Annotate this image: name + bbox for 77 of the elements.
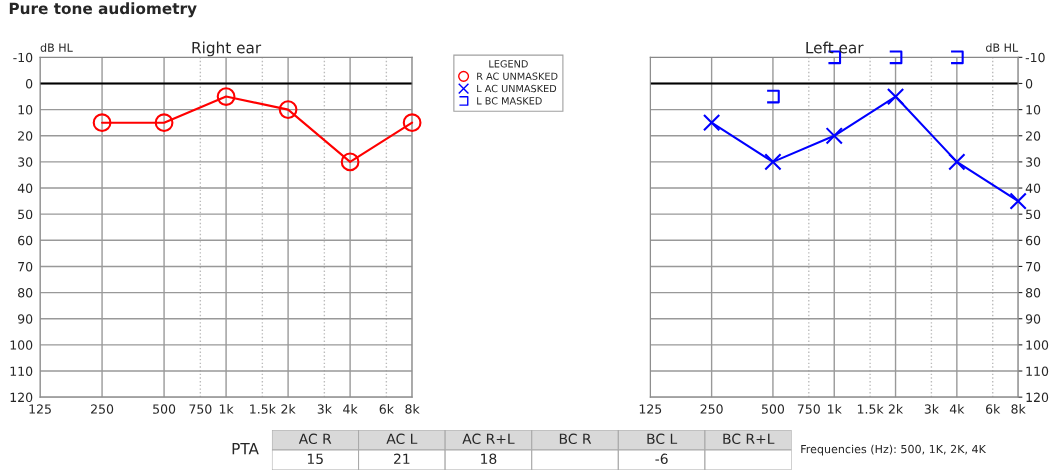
y-tick-label: 120 (1026, 392, 1049, 403)
point (278, 100, 298, 119)
y-tick-label: 80 (1025, 288, 1041, 298)
y-tick-label: 70 (18, 261, 33, 272)
x-tick-label: 3k (317, 404, 332, 414)
y-tick-label: 100 (10, 340, 33, 350)
y-tick-label: 60 (1025, 235, 1041, 246)
x-tick-label: 3k (924, 404, 939, 414)
point (402, 113, 422, 133)
y-tick-label: 80 (18, 288, 33, 298)
y-tick-label: 110 (1026, 366, 1049, 376)
x-tick-label: 6k (379, 404, 394, 414)
category-label: BC R+L (723, 433, 775, 445)
text: Frequencies (Hz): 500, 1K, 2K, 4K (801, 444, 987, 456)
data-label: 18 (481, 453, 497, 465)
y-tick-label: 100 (1026, 340, 1049, 350)
category-label: BC R (559, 433, 592, 445)
y-tick-label: 0 (1025, 78, 1033, 89)
point (216, 87, 236, 106)
x-tick-label: 6k (986, 404, 1001, 414)
data-label: 15 (307, 453, 323, 465)
y-tick-label: 30 (18, 157, 33, 167)
y-tick-label: 20 (1026, 131, 1041, 141)
legend-label: L BC MASKED (477, 97, 542, 105)
point (340, 152, 360, 172)
x-tick-label: 125 (29, 404, 51, 414)
x-tick-label: 2k (281, 404, 296, 414)
point (92, 113, 112, 133)
chart-title: Right ear (192, 41, 262, 57)
y-tick-label: 20 (18, 131, 33, 141)
category-label: BC L (647, 433, 678, 445)
y-tick-label: 90 (1025, 314, 1041, 324)
x-tick-label: 4k (343, 404, 358, 414)
y-tick-label: 60 (18, 235, 33, 246)
point (154, 113, 174, 133)
x-tick-label: 2k (888, 404, 904, 414)
x-tick-label: 750 (189, 404, 212, 414)
category-label: AC R+L (462, 433, 515, 445)
x-tick-label: 750 (797, 404, 820, 414)
legend-label: L AC UNMASKED (477, 84, 557, 93)
y-axis-title: dB HL (40, 43, 73, 52)
x-tick-label: 8k (1011, 404, 1026, 414)
x-tick-label: 1k (219, 404, 234, 414)
x-tick-label: 250 (91, 404, 114, 414)
y-tick-label: 70 (1026, 261, 1041, 272)
data-label: 21 (394, 453, 410, 464)
text: Pure tone audiometry (9, 2, 197, 18)
y-tick-label: 40 (17, 183, 33, 193)
legend-label: R AC UNMASKED (477, 72, 558, 80)
x-tick-label: 125 (639, 404, 662, 414)
y-tick-label: 110 (10, 366, 33, 376)
x-tick-label: 250 (700, 404, 723, 414)
x-tick-label: 4k (949, 404, 965, 414)
y-axis-title: dB HL (986, 43, 1019, 52)
x-tick-label: 1.5k (250, 404, 276, 414)
y-tick-label: 50 (18, 209, 33, 220)
category-label: AC R (298, 433, 332, 445)
data-label: -6 (655, 453, 668, 465)
x-tick-label: 500 (761, 404, 785, 414)
x-tick-label: 1.5k (857, 404, 884, 414)
y-tick-label: 30 (1026, 157, 1041, 167)
x-tick-label: 500 (153, 404, 176, 414)
x-tick-label: 1k (828, 404, 842, 414)
y-tick-label: -10 (13, 52, 33, 63)
y-tick-label: 40 (1025, 183, 1041, 193)
chart-title: Left ear (806, 41, 864, 54)
x-tick-label: 8k (405, 404, 420, 414)
y-tick-label: 50 (1026, 209, 1041, 220)
text: PTA (232, 443, 259, 455)
y-tick-label: 10 (18, 105, 33, 115)
y-tick-label: -10 (1025, 52, 1045, 63)
y-tick-label: 0 (25, 78, 33, 89)
category-label: AC L (386, 433, 418, 445)
y-tick-label: 90 (17, 314, 33, 324)
legend-title: LEGEND (489, 60, 528, 68)
y-tick-label: 10 (1026, 105, 1041, 115)
y-tick-label: 120 (10, 392, 33, 403)
